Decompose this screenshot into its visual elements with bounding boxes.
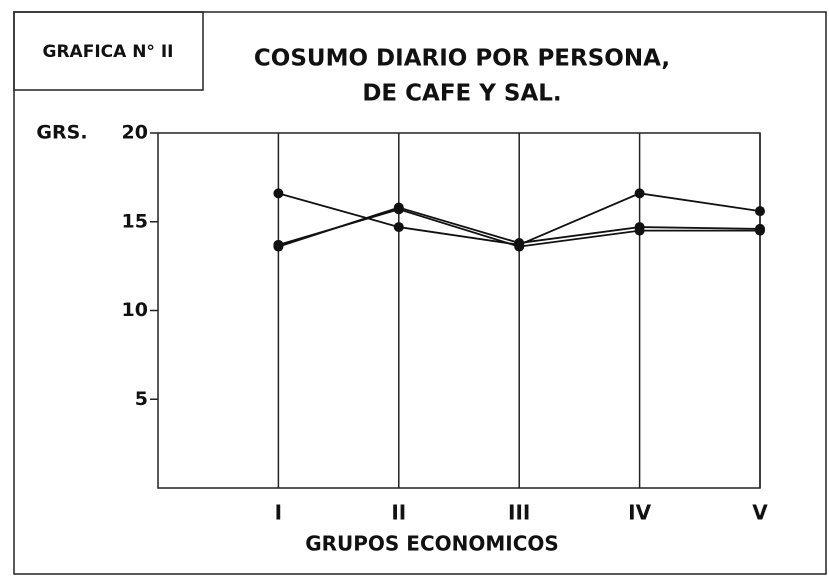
x-axis-label: GRUPOS ECONOMICOS [305, 532, 559, 556]
label-box [13, 11, 204, 91]
data-point [393, 204, 404, 215]
frame [13, 11, 827, 575]
y-axis-label: GRS. [36, 122, 87, 144]
x-tick-label: I [275, 501, 282, 525]
data-point [273, 188, 284, 199]
data-point [634, 188, 645, 199]
data-point [634, 225, 645, 236]
chart-title: COSUMO DIARIO POR PERSONA, [254, 46, 670, 72]
chart-title: DE CAFE Y SAL. [362, 81, 561, 107]
x-tick-label: IV [628, 501, 651, 525]
plot-area [157, 132, 761, 489]
x-tick-label: II [391, 501, 406, 525]
chart-label: GRAFICA N° II [43, 42, 174, 62]
y-tick-label: 5 [135, 388, 148, 410]
data-point [514, 241, 525, 252]
data-point [393, 222, 404, 233]
data-point [755, 206, 765, 217]
x-tick-label: V [752, 501, 768, 525]
y-tick-label: 20 [122, 122, 148, 144]
data-point [273, 239, 284, 250]
y-tick-label: 15 [122, 210, 148, 232]
y-tick-label: 10 [122, 299, 148, 321]
x-tick-label: III [508, 501, 530, 525]
data-point [755, 225, 765, 236]
